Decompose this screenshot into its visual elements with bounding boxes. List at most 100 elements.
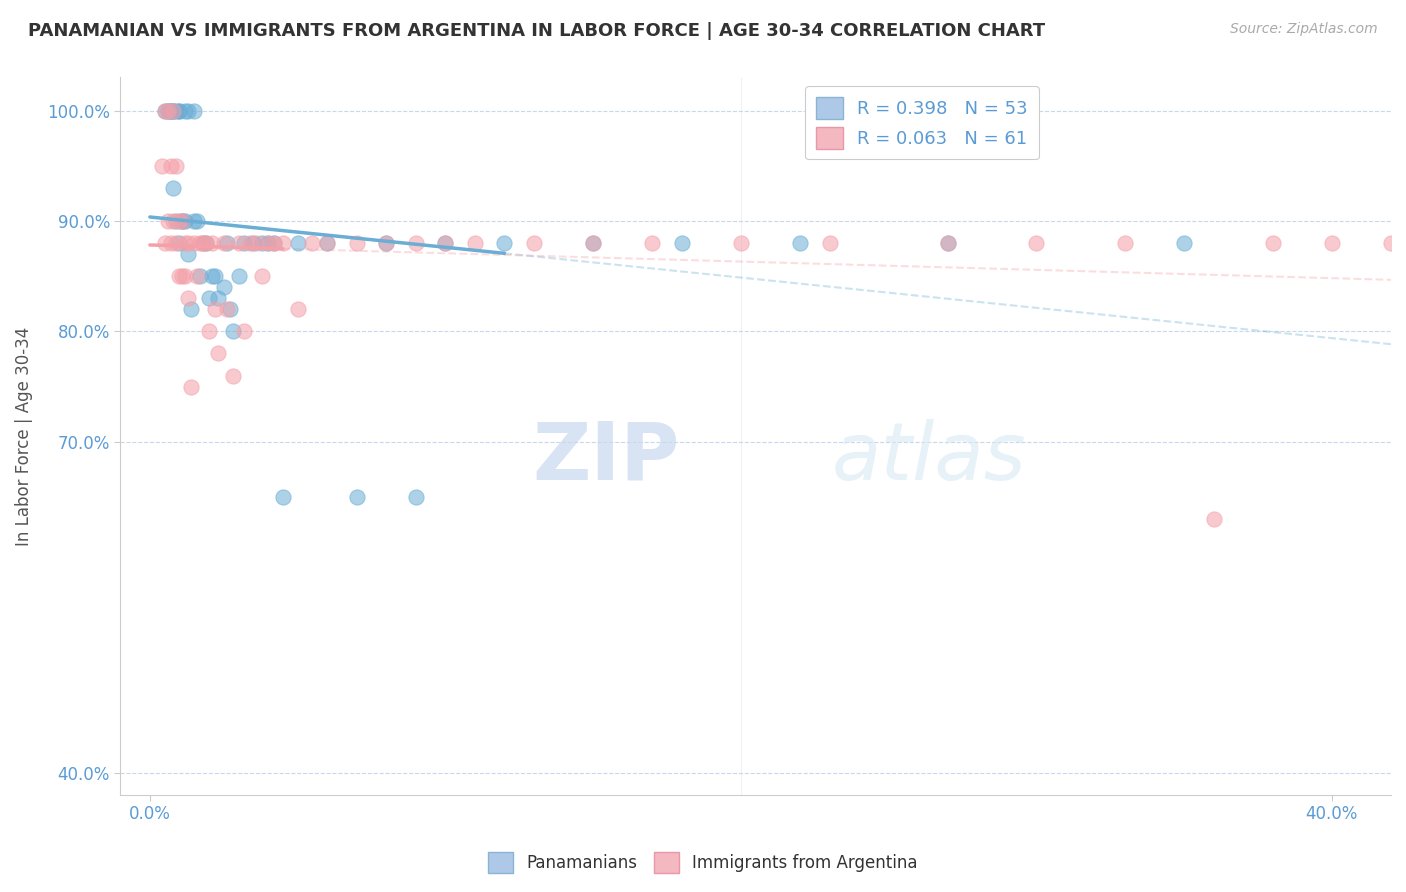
Point (218, 302, 240, 317)
Point (172, 214, 194, 228)
Point (159, 235, 181, 250)
Point (169, 103, 191, 118)
Point (207, 291, 229, 305)
Point (198, 324, 221, 338)
Point (257, 235, 280, 250)
Point (936, 235, 959, 250)
Point (177, 291, 200, 305)
Point (263, 235, 285, 250)
Point (174, 103, 197, 118)
Point (159, 103, 181, 118)
Point (169, 235, 191, 250)
Point (301, 235, 323, 250)
Point (494, 235, 516, 250)
Point (169, 269, 191, 284)
Point (221, 324, 243, 338)
Point (523, 235, 546, 250)
Point (641, 235, 664, 250)
Point (165, 235, 187, 250)
Point (172, 269, 194, 284)
Point (316, 235, 339, 250)
Point (191, 235, 214, 250)
Point (405, 490, 427, 504)
Point (257, 235, 280, 250)
Point (582, 235, 605, 250)
Point (162, 214, 184, 228)
Point (245, 235, 267, 250)
Point (212, 235, 235, 250)
Point (174, 214, 197, 228)
Point (159, 103, 181, 118)
Point (818, 235, 841, 250)
Point (228, 235, 250, 250)
Point (936, 235, 959, 250)
Y-axis label: In Labor Force | Age 30-34: In Labor Force | Age 30-34 (15, 326, 32, 546)
Point (186, 214, 208, 228)
Legend: R = 0.398   N = 53, R = 0.063   N = 61: R = 0.398 N = 53, R = 0.063 N = 61 (806, 87, 1039, 160)
Point (221, 368, 243, 383)
Point (153, 235, 176, 250)
Point (172, 214, 194, 228)
Point (177, 103, 200, 118)
Point (1025, 235, 1047, 250)
Point (180, 379, 202, 393)
Point (156, 103, 179, 118)
Point (174, 235, 197, 250)
Point (434, 235, 457, 250)
Point (191, 235, 214, 250)
Text: PANAMANIAN VS IMMIGRANTS FROM ARGENTINA IN LABOR FORCE | AGE 30-34 CORRELATION C: PANAMANIAN VS IMMIGRANTS FROM ARGENTINA … (28, 22, 1045, 40)
Point (159, 159, 181, 173)
Point (183, 235, 205, 250)
Point (346, 490, 368, 504)
Point (239, 235, 262, 250)
Point (162, 181, 184, 195)
Point (233, 235, 256, 250)
Point (201, 269, 224, 284)
Point (405, 235, 427, 250)
Text: atlas: atlas (832, 418, 1026, 497)
Point (375, 235, 398, 250)
Point (162, 103, 184, 118)
Point (233, 324, 256, 338)
Point (582, 235, 605, 250)
Point (271, 235, 294, 250)
Point (195, 235, 218, 250)
Point (174, 269, 197, 284)
Point (1202, 512, 1225, 526)
Point (186, 269, 208, 284)
Point (165, 214, 187, 228)
Point (204, 302, 226, 317)
Point (316, 235, 339, 250)
Point (201, 235, 224, 250)
Point (263, 235, 285, 250)
Point (162, 103, 184, 118)
Point (250, 235, 273, 250)
Point (1261, 235, 1284, 250)
Point (207, 346, 229, 360)
Point (204, 269, 226, 284)
Point (177, 247, 200, 261)
Point (156, 103, 179, 118)
Point (464, 235, 486, 250)
Point (183, 103, 205, 118)
Point (177, 235, 200, 250)
Point (250, 269, 273, 284)
Point (188, 269, 211, 284)
Point (346, 235, 368, 250)
Point (195, 235, 218, 250)
Point (789, 235, 811, 250)
Point (215, 235, 238, 250)
Text: Source: ZipAtlas.com: Source: ZipAtlas.com (1230, 22, 1378, 37)
Point (165, 103, 187, 118)
Point (169, 214, 191, 228)
Point (271, 490, 294, 504)
Point (165, 159, 187, 173)
Point (156, 103, 179, 118)
Point (1320, 235, 1343, 250)
Point (188, 235, 211, 250)
Point (162, 103, 184, 118)
Point (215, 302, 238, 317)
Point (156, 214, 179, 228)
Point (287, 235, 309, 250)
Point (153, 103, 176, 118)
